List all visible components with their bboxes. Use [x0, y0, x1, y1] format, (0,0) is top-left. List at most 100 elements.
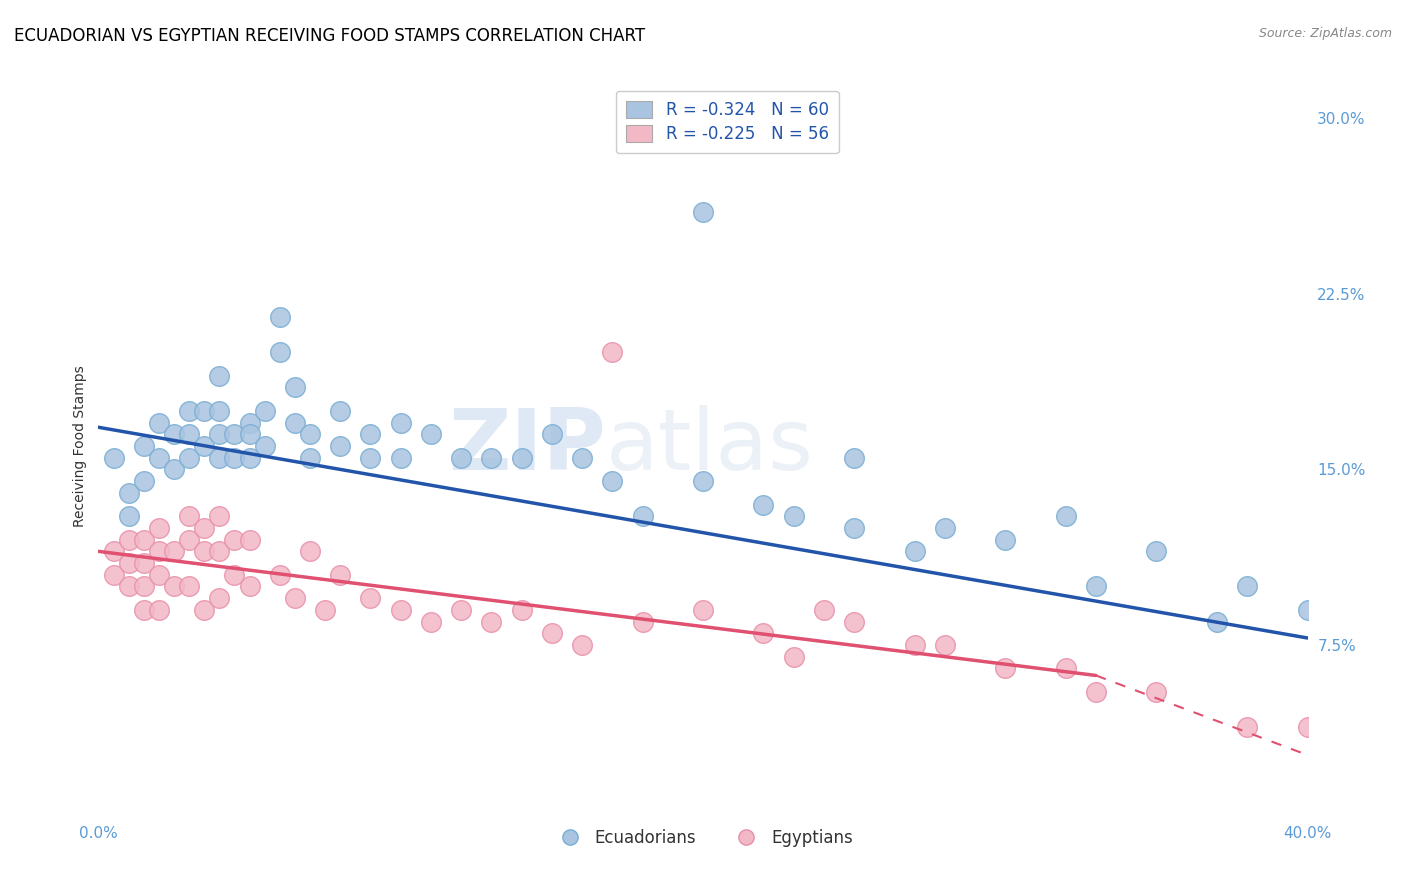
Point [103, 450, 125, 465]
Point [692, 204, 714, 219]
Point [631, 615, 654, 629]
Point [193, 439, 215, 453]
Point [148, 450, 170, 465]
Point [602, 345, 624, 359]
Point [103, 567, 125, 582]
Point [284, 591, 307, 606]
Point [208, 404, 231, 418]
Point [481, 615, 503, 629]
Point [1236, 720, 1258, 734]
Point [602, 474, 624, 488]
Point [148, 567, 170, 582]
Point [389, 450, 412, 465]
Point [179, 533, 201, 547]
Legend: Ecuadorians, Egyptians: Ecuadorians, Egyptians [547, 822, 859, 854]
Point [329, 439, 352, 453]
Point [118, 580, 141, 594]
Point [253, 439, 276, 453]
Point [193, 603, 215, 617]
Point [239, 450, 262, 465]
Point [510, 450, 533, 465]
Point [1296, 720, 1319, 734]
Point [118, 509, 141, 524]
Point [284, 416, 307, 430]
Point [752, 498, 775, 512]
Point [269, 567, 291, 582]
Point [179, 509, 201, 524]
Point [329, 567, 352, 582]
Point [389, 416, 412, 430]
Point [934, 638, 956, 652]
Point [253, 404, 276, 418]
Point [269, 310, 291, 325]
Point [193, 404, 215, 418]
Point [132, 474, 155, 488]
Point [179, 580, 201, 594]
Point [118, 556, 141, 570]
Point [1206, 615, 1229, 629]
Point [360, 427, 382, 442]
Point [1144, 544, 1167, 558]
Point [540, 427, 562, 442]
Point [1144, 685, 1167, 699]
Point [132, 556, 155, 570]
Point [179, 427, 201, 442]
Point [148, 603, 170, 617]
Point [934, 521, 956, 535]
Text: atlas: atlas [606, 404, 814, 488]
Point [269, 345, 291, 359]
Point [844, 450, 866, 465]
Point [208, 544, 231, 558]
Point [239, 427, 262, 442]
Point [208, 368, 231, 383]
Y-axis label: Receiving Food Stamps: Receiving Food Stamps [73, 365, 87, 527]
Point [208, 509, 231, 524]
Point [132, 603, 155, 617]
Point [163, 427, 186, 442]
Point [389, 603, 412, 617]
Point [420, 427, 443, 442]
Point [193, 544, 215, 558]
Point [132, 533, 155, 547]
Text: ECUADORIAN VS EGYPTIAN RECEIVING FOOD STAMPS CORRELATION CHART: ECUADORIAN VS EGYPTIAN RECEIVING FOOD ST… [14, 27, 645, 45]
Point [224, 427, 246, 442]
Point [783, 509, 806, 524]
Point [299, 427, 322, 442]
Point [148, 544, 170, 558]
Point [132, 439, 155, 453]
Point [239, 416, 262, 430]
Point [450, 603, 472, 617]
Point [450, 450, 472, 465]
Point [193, 521, 215, 535]
Point [692, 474, 714, 488]
Point [904, 544, 927, 558]
Point [329, 404, 352, 418]
Point [299, 544, 322, 558]
Point [163, 580, 186, 594]
Point [481, 450, 503, 465]
Point [208, 591, 231, 606]
Point [994, 661, 1017, 675]
Point [179, 404, 201, 418]
Point [163, 462, 186, 476]
Point [510, 603, 533, 617]
Point [1085, 580, 1108, 594]
Point [1236, 580, 1258, 594]
Point [752, 626, 775, 640]
Point [314, 603, 336, 617]
Point [103, 544, 125, 558]
Point [118, 485, 141, 500]
Point [571, 638, 593, 652]
Point [994, 533, 1017, 547]
Point [1296, 603, 1319, 617]
Point [224, 567, 246, 582]
Point [1054, 509, 1077, 524]
Point [118, 533, 141, 547]
Point [1054, 661, 1077, 675]
Point [631, 509, 654, 524]
Point [360, 450, 382, 465]
Point [163, 544, 186, 558]
Point [540, 626, 562, 640]
Point [224, 533, 246, 547]
Point [179, 450, 201, 465]
